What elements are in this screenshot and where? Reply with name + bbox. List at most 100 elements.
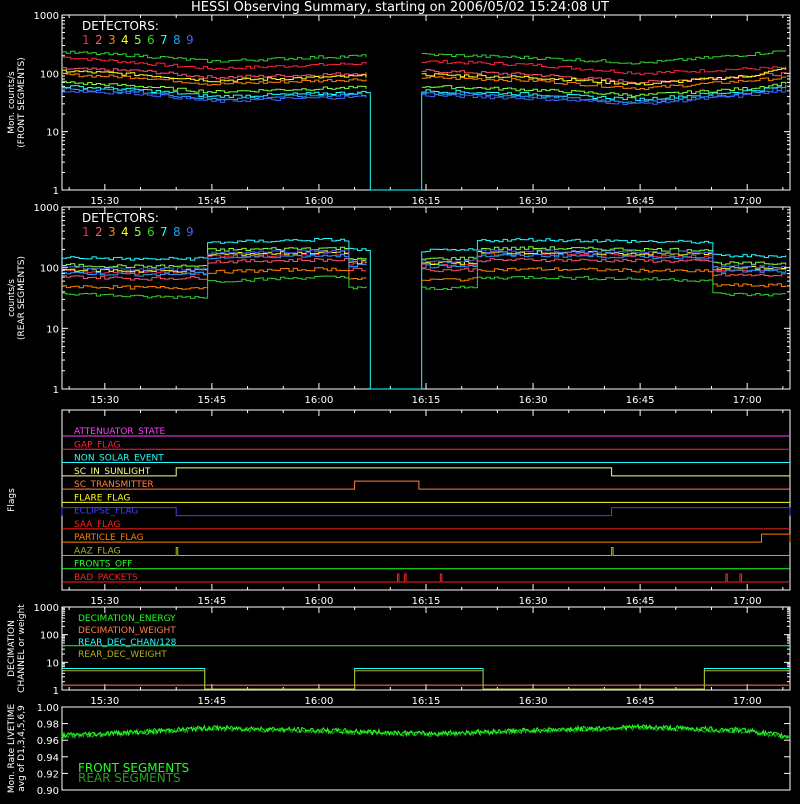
front-ytick-label: 10 bbox=[46, 128, 59, 139]
rear-frame bbox=[61, 206, 791, 390]
rear-series-6 bbox=[62, 275, 787, 299]
decimation-legend-entry: REAR_DEC_WEIGHT bbox=[78, 650, 167, 660]
front-xtick-label: 16:45 bbox=[626, 196, 655, 207]
rear-series-9 bbox=[62, 249, 787, 271]
decimation-legend-entry: DECIMATION_WEIGHT bbox=[78, 626, 176, 636]
decimation-ylabel: CHANNEL or weight bbox=[17, 604, 27, 693]
rear-legend-entry: 8 bbox=[173, 225, 181, 239]
front-xtick-label: 15:45 bbox=[197, 196, 226, 207]
rear-ylabel: counts/s bbox=[7, 279, 17, 317]
page-title: HESSI Observing Summary, starting on 200… bbox=[191, 0, 609, 15]
decimation-legend-entry: REAR_DEC_CHAN/128 bbox=[78, 638, 177, 648]
rear-xtick-label: 16:30 bbox=[519, 395, 548, 406]
flags-xtick-label: 16:00 bbox=[305, 596, 334, 607]
front-xtick-label: 16:15 bbox=[412, 196, 441, 207]
front-legend-entry: 9 bbox=[186, 33, 194, 47]
rear-xtick-label: 15:30 bbox=[90, 395, 119, 406]
front-legend-entry: 6 bbox=[147, 33, 155, 47]
front-series-6 bbox=[62, 50, 787, 65]
front-ytick-label: 1 bbox=[53, 186, 59, 197]
rear-ytick-label: 10 bbox=[46, 324, 59, 335]
rear-xtick-label: 16:45 bbox=[626, 395, 655, 406]
decimation-xtick-label: 17:00 bbox=[733, 696, 762, 707]
livetime-ylabel: avg of D1,3,4,5,6,9 bbox=[17, 705, 27, 792]
front-ylabel: Mon. counts/s bbox=[7, 71, 17, 134]
decimation-ytick-label: 1000 bbox=[34, 603, 59, 614]
livetime-ylabel: Mon. Rate LIVETIME bbox=[7, 704, 17, 794]
flag-label-eclipse_flag: ECLIPSE_FLAG bbox=[74, 507, 138, 517]
front-series-1 bbox=[62, 56, 787, 76]
flag-label-gap_flag: GAP_FLAG bbox=[74, 440, 120, 450]
flags-frame bbox=[61, 409, 791, 591]
flag-line-sc_transmitter bbox=[62, 480, 790, 490]
rear-legend-entry: 9 bbox=[186, 225, 194, 239]
front-series-9 bbox=[62, 89, 787, 105]
flag-line-aaz_flag bbox=[62, 546, 790, 556]
front-legend-entry: 1 bbox=[82, 33, 90, 47]
front-legend-entry: 2 bbox=[95, 33, 103, 47]
livetime-ytick-label: 0.94 bbox=[37, 753, 59, 764]
flag-label-particle_flag: PARTICLE_FLAG bbox=[74, 533, 144, 543]
flag-label-attenuator_state: ATTENUATOR_STATE bbox=[74, 427, 166, 437]
decimation-xtick-label: 15:45 bbox=[197, 696, 226, 707]
decimation-ylabel: DECIMATION bbox=[7, 620, 17, 677]
livetime-series-rear-segments bbox=[61, 724, 791, 740]
front-legend-entry: 5 bbox=[134, 33, 142, 47]
rear-ytick-label: 1 bbox=[53, 385, 59, 396]
livetime-legend-entry: REAR SEGMENTS bbox=[78, 771, 181, 785]
front-xtick-label: 16:30 bbox=[519, 196, 548, 207]
rear-xtick-label: 17:00 bbox=[733, 395, 762, 406]
decimation-legend-entry: DECIMATION_ENERGY bbox=[78, 614, 176, 624]
front-legend-entry: 3 bbox=[108, 33, 116, 47]
rear-legend-entry: 1 bbox=[82, 225, 90, 239]
flag-label-fronts_off: FRONTS_OFF bbox=[74, 560, 132, 570]
flag-label-flare_flag: FLARE_FLAG bbox=[74, 493, 130, 503]
front-legend-entry: 7 bbox=[160, 33, 168, 47]
flag-label-aaz_flag: AAZ_FLAG bbox=[74, 546, 121, 556]
rear-xtick-label: 16:00 bbox=[305, 395, 334, 406]
flags-xtick-label: 15:45 bbox=[197, 596, 226, 607]
flag-line-eclipse_flag bbox=[61, 507, 791, 517]
rear-ytick-label: 1000 bbox=[34, 203, 59, 214]
livetime-ytick-label: 0.98 bbox=[37, 720, 59, 731]
decimation-xtick-label: 16:15 bbox=[412, 696, 441, 707]
front-ytick-label: 100 bbox=[40, 69, 59, 80]
rear-legend-entry: 4 bbox=[121, 225, 129, 239]
livetime-legend-entry: FRONT SEGMENTS bbox=[78, 761, 189, 775]
livetime-ytick-label: 1.00 bbox=[37, 703, 59, 714]
front-series-5 bbox=[62, 80, 787, 97]
decimation-xtick-label: 16:30 bbox=[519, 696, 548, 707]
decimation-xtick-label: 15:30 bbox=[90, 696, 119, 707]
flags-xtick-label: 16:45 bbox=[626, 596, 655, 607]
front-legend-entry: 8 bbox=[173, 33, 181, 47]
decimation-xtick-label: 16:45 bbox=[626, 696, 655, 707]
rear-series-8 bbox=[62, 253, 787, 277]
livetime-frame bbox=[61, 706, 791, 791]
flag-label-sc_transmitter: SC_TRANSMITTER bbox=[74, 480, 154, 490]
decimation-xtick-label: 16:00 bbox=[305, 696, 334, 707]
flags-xtick-label: 17:00 bbox=[733, 596, 762, 607]
flag-label-saa_flag: SAA_FLAG bbox=[74, 520, 120, 530]
rear-legend-title: DETECTORS: bbox=[82, 211, 159, 225]
rear-series-5 bbox=[62, 246, 787, 269]
rear-xtick-label: 16:15 bbox=[412, 395, 441, 406]
livetime-series-front-segments bbox=[61, 723, 791, 740]
rear-series-2 bbox=[62, 258, 787, 281]
front-series-7 bbox=[62, 85, 787, 191]
flag-line-bad_packets bbox=[62, 573, 790, 583]
front-ytick-label: 1000 bbox=[34, 11, 59, 22]
front-series-8 bbox=[62, 87, 787, 104]
flag-label-non_solar_event: NON_SOLAR_EVENT bbox=[74, 454, 164, 464]
front-frame bbox=[61, 14, 791, 191]
front-legend-title: DETECTORS: bbox=[82, 19, 159, 33]
flag-line-sc_in_sunlight bbox=[62, 467, 790, 477]
flags-xtick-label: 16:15 bbox=[412, 596, 441, 607]
flag-label-sc_in_sunlight: SC_IN_SUNLIGHT bbox=[74, 467, 151, 477]
rear-legend-entry: 2 bbox=[95, 225, 103, 239]
rear-legend-entry: 7 bbox=[160, 225, 168, 239]
front-ylabel: (FRONT SEGMENTS) bbox=[17, 57, 27, 147]
rear-ytick-label: 100 bbox=[40, 264, 59, 275]
rear-ylabel: (REAR SEGMENTS) bbox=[17, 256, 27, 340]
front-xtick-label: 15:30 bbox=[90, 196, 119, 207]
